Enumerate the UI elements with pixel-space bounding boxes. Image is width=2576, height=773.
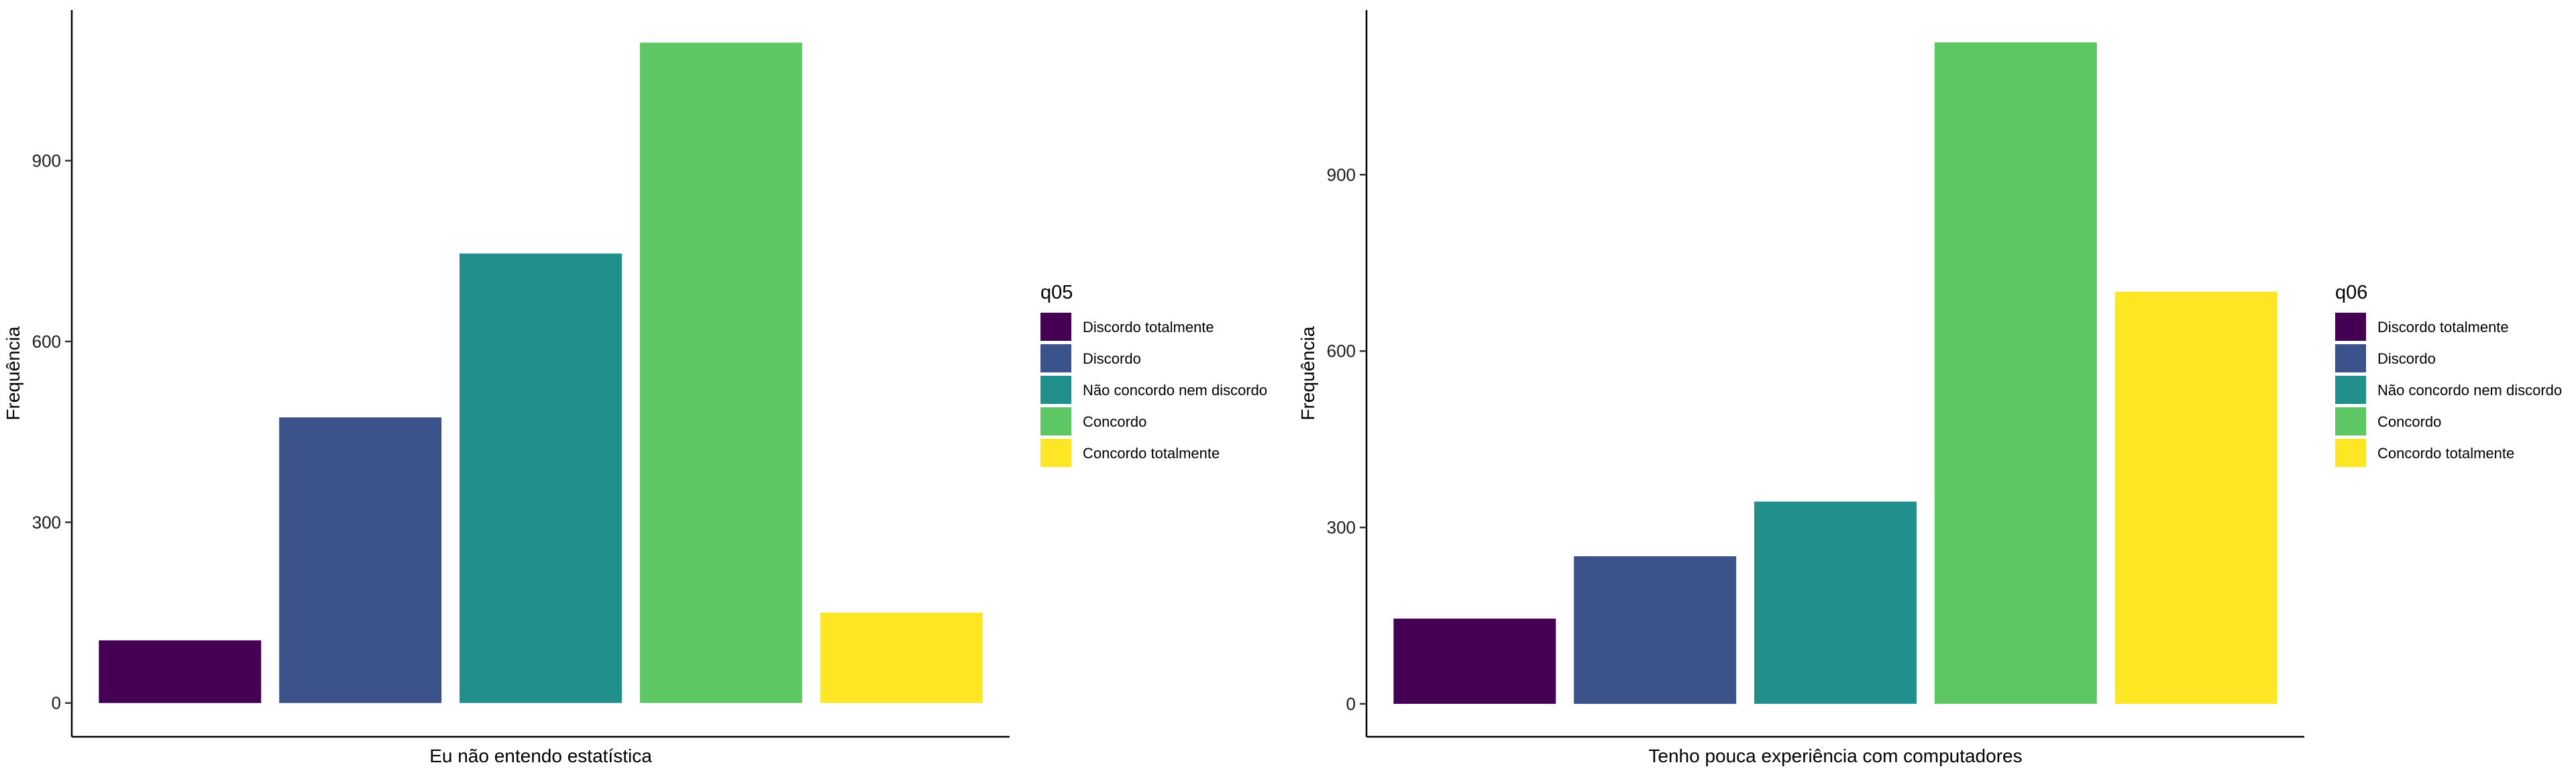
y-tick-label: 0 [52,693,61,713]
bar-4 [1934,42,2097,704]
y-axis-title: Frequência [1297,326,1318,421]
legend-key-1 [1040,313,1071,341]
x-axis-title: Eu não entendo estatística [429,745,652,766]
bar-4 [639,42,802,703]
y-tick-label: 300 [32,512,61,532]
legend-label-5: Concordo totalmente [1083,445,1220,462]
legend-key-3 [2335,376,2366,404]
y-axis-title: Frequência [3,326,23,421]
legend: q06 Discordo totalmente Discordo Não concor… [2335,282,2562,467]
bar-3 [1754,501,1917,704]
legend-key-2 [2335,344,2366,372]
legend-label-1: Discordo totalmente [1083,319,1214,336]
y-tick-label: 0 [1346,694,1356,714]
y-tick-label: 600 [1327,341,1356,361]
bar-1 [99,640,262,703]
legend-label-2: Discordo [1083,350,1141,367]
legend-label-5: Concordo totalmente [2377,445,2514,462]
legend-title: q05 [1040,282,1073,303]
x-axis-title: Tenho pouca experiência com computadores [1648,745,2022,766]
legend-label-3: Não concordo nem discordo [1083,382,1267,399]
legend-label-2: Discordo [2377,350,2436,367]
legend-key-3 [1040,376,1071,404]
legend-label-1: Discordo totalmente [2377,319,2509,336]
chart-panel-2: 0 300 600 900 Tenho pouca experiência com co… [1297,10,2562,766]
bar-1 [1393,618,1556,704]
legend-key-4 [1040,407,1071,435]
legend-key-5 [1040,439,1071,467]
legend-label-3: Não concordo nem discordo [2377,382,2562,399]
legend-key-1 [2335,313,2366,341]
chart-panel-1: 0 300 600 900 Eu não entendo estatística Freq… [3,10,1267,766]
legend-key-2 [1040,344,1071,372]
bar-2 [279,417,442,703]
legend-label-4: Concordo [1083,413,1146,430]
y-tick-label: 900 [1327,164,1356,185]
legend-label-4: Concordo [2377,413,2441,430]
bar-3 [460,253,622,703]
bar-5 [820,613,983,703]
y-tick-label: 300 [1327,517,1356,537]
y-tick-label: 900 [32,151,61,171]
y-tick-label: 600 [32,331,61,352]
legend-key-4 [2335,407,2366,435]
legend-key-5 [2335,439,2366,467]
legend: q05 Discordo totalmente Discordo Não concor… [1040,282,1267,467]
bar-5 [2114,291,2277,704]
legend-title: q06 [2335,282,2367,303]
bar-2 [1574,556,1737,704]
